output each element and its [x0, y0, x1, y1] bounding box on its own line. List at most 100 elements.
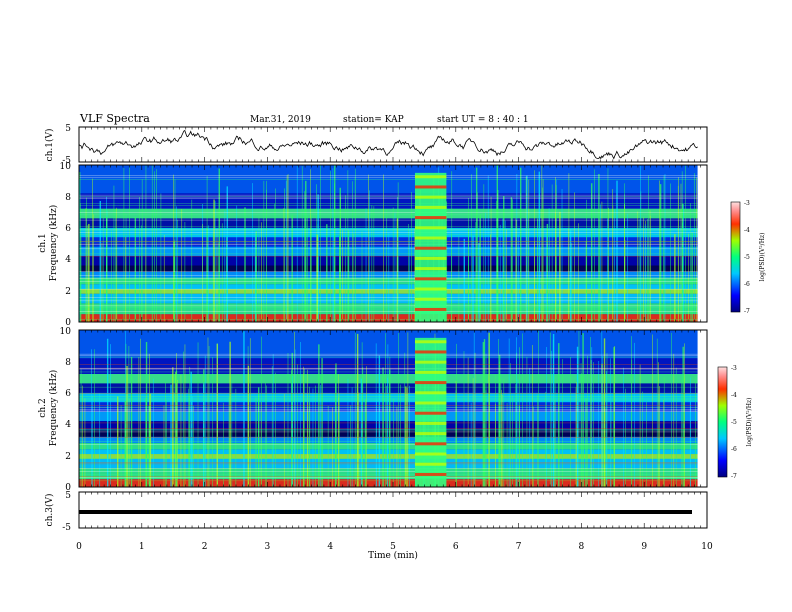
spec-burst-line	[414, 246, 447, 250]
spec-band-8	[79, 421, 698, 431]
spec-burst-line	[414, 226, 447, 230]
spec-burst-line	[414, 195, 447, 199]
ch2-cb-tick-m4: -4	[731, 392, 737, 399]
spec-burst-line	[414, 421, 447, 425]
spec-burst-line	[414, 205, 447, 209]
ch2-spec-ylabel-freq: Frequency (kHz)	[48, 370, 59, 447]
spec-burst-line	[414, 472, 447, 476]
ch2-freq-tick-8: 8	[65, 358, 71, 368]
ch2-freq-tick-2: 2	[65, 452, 71, 462]
spec-band-15	[79, 330, 698, 359]
ch1-spectrogram	[78, 165, 707, 322]
ch2-cb-tick-m7: -7	[731, 473, 737, 480]
ch2-cb-tick-m6: -6	[731, 446, 737, 453]
spec-band-13	[79, 373, 698, 384]
spec-band-0	[79, 479, 698, 487]
ch1-wave-tick-bottom: -5	[62, 156, 71, 166]
spec-band-6	[79, 271, 698, 279]
spec-burst-line	[414, 350, 447, 354]
ch2-spec-ylabel-channel: ch.2	[38, 398, 48, 417]
x-tick-7: 7	[516, 542, 522, 552]
spec-band-4	[79, 449, 698, 455]
spec-burst-line	[414, 287, 447, 291]
time-axis-tickmarks	[78, 127, 708, 528]
spec-burst-line	[414, 267, 447, 271]
spec-band-8	[79, 256, 698, 266]
spec-no-data	[697, 330, 707, 487]
ch1-cb-tick-m3: -3	[744, 200, 750, 207]
ch2-freq-tick-10: 10	[60, 327, 72, 337]
x-tick-6: 6	[453, 542, 459, 552]
spec-band-14	[79, 193, 698, 209]
spec-band-1	[79, 468, 698, 480]
ch1-colorbar	[730, 201, 741, 313]
ch1-cb-tick-m5: -5	[744, 254, 750, 261]
spec-burst-line	[414, 216, 447, 220]
ch1-cb-tick-m4: -4	[744, 227, 750, 234]
spec-band-3	[79, 454, 698, 459]
spec-burst-line	[414, 185, 447, 189]
ch1-spec-ylabel-freq: Frequency (kHz)	[48, 205, 59, 282]
ch1-waveform-line	[78, 129, 698, 160]
time-axis-ticklabels: 0 1 2 3 4 5 6 7 8 9 10	[76, 542, 713, 552]
ch1-freq-tick-6: 6	[65, 224, 71, 234]
spec-band-0	[79, 314, 698, 322]
x-tick-2: 2	[202, 542, 208, 552]
spec-burst-line	[414, 256, 447, 260]
spec-band-13	[79, 208, 698, 219]
spec-band-7	[79, 430, 698, 437]
ch2-freq-tick-6: 6	[65, 389, 71, 399]
spec-band-3	[79, 289, 698, 294]
ch2-colorbar	[717, 366, 728, 478]
spec-band-5	[79, 443, 698, 450]
spec-band-6	[79, 436, 698, 444]
ch1-freq-tick-4: 4	[65, 255, 71, 265]
ch2-freq-tick-0: 0	[65, 483, 71, 493]
spec-band-12	[79, 383, 698, 393]
spec-burst-line	[414, 360, 447, 364]
ch1-spec-ylabel-channel: ch.1	[38, 233, 48, 252]
spec-burst-line	[414, 391, 447, 395]
spec-burst-line	[414, 432, 447, 436]
ch3-wave-ylabel: ch.3(V)	[44, 494, 55, 527]
spec-band-11	[79, 392, 698, 403]
x-tick-8: 8	[579, 542, 585, 552]
spec-band-14	[79, 358, 698, 374]
spec-burst-line	[414, 462, 447, 466]
ch1-wave-ylabel: ch.1(V)	[44, 129, 55, 162]
ch2-spectrogram	[78, 330, 707, 487]
chart-title: VLF Spectra	[79, 112, 150, 125]
ch1-wave-tick-top: 5	[65, 124, 71, 134]
spec-band-7	[79, 265, 698, 272]
spec-burst-line	[414, 297, 447, 301]
spec-band-9	[79, 411, 698, 422]
spec-burst-line	[414, 277, 447, 281]
x-tick-9: 9	[641, 542, 647, 552]
ch1-freq-tick-2: 2	[65, 287, 71, 297]
spec-no-data	[697, 165, 707, 322]
spec-band-12	[79, 218, 698, 228]
spec-burst-line	[414, 381, 447, 385]
ch1-colorbar-label: log(PSD)(V²/Hz)	[759, 233, 766, 282]
spec-band-1	[79, 303, 698, 315]
spec-burst-line	[414, 175, 447, 179]
ch2-cb-tick-m5: -5	[731, 419, 737, 426]
x-tick-5: 5	[390, 542, 396, 552]
spec-burst-line	[414, 307, 447, 311]
spec-burst-line	[414, 370, 447, 374]
ch2-colorbar-label: log(PSD)(V²/Hz)	[746, 398, 753, 447]
spec-band-9	[79, 246, 698, 257]
ch1-freq-tick-0: 0	[65, 318, 71, 328]
x-axis-label: Time (min)	[368, 550, 418, 561]
spec-burst-line	[414, 452, 447, 456]
x-tick-10: 10	[701, 542, 713, 552]
spec-burst-line	[414, 442, 447, 446]
spec-burst-line	[414, 236, 447, 240]
ch3-wave-tick-top: 5	[65, 491, 71, 501]
spec-band-2	[79, 293, 698, 304]
start-time-label: start UT = 8 : 40 : 1	[437, 115, 529, 125]
ch2-freq-ticks: 0 2 4 6 8 10	[60, 327, 72, 493]
spec-band-2	[79, 458, 698, 469]
ch1-cb-tick-m6: -6	[744, 281, 750, 288]
